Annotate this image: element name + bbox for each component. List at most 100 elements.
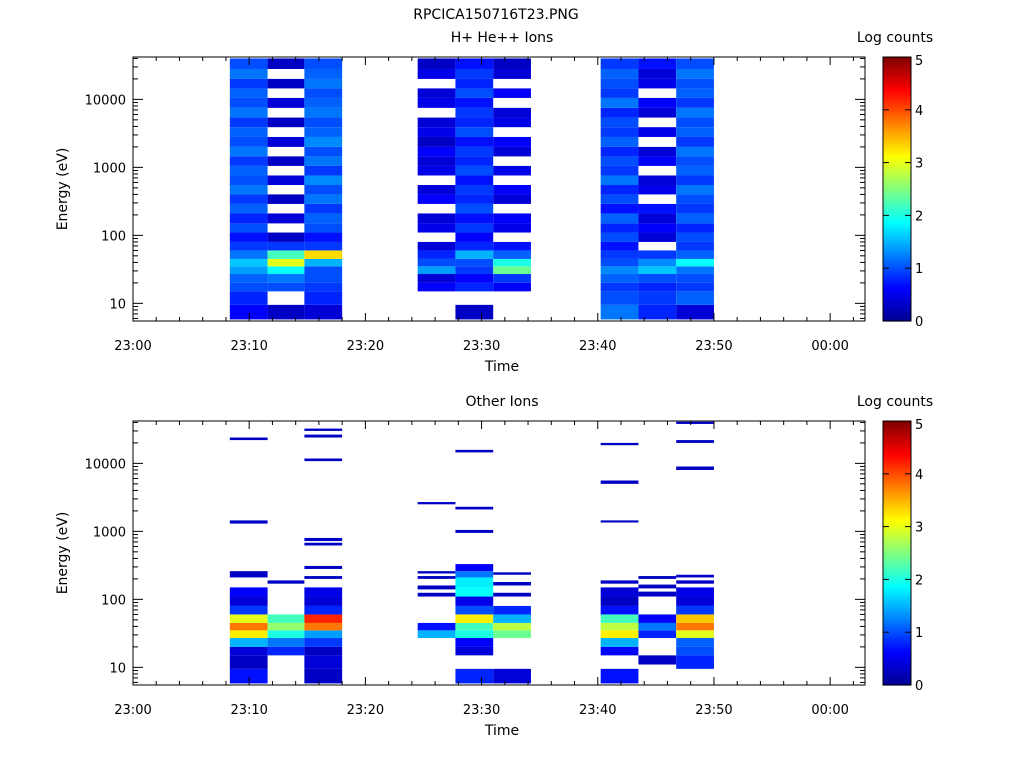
heatmap-cell <box>229 203 268 214</box>
heatmap-cell <box>304 156 343 166</box>
heatmap-cell <box>304 587 343 597</box>
heatmap-cell <box>676 213 714 224</box>
heatmap-cell <box>600 638 639 647</box>
colorbar-swatch <box>883 570 911 574</box>
heatmap-cell <box>493 136 531 147</box>
heatmap-cell <box>600 97 639 108</box>
heatmap-cell <box>417 266 456 275</box>
colorbar-tick-label: 1 <box>915 626 923 641</box>
heatmap-cell <box>638 68 677 79</box>
heatmap-cell <box>600 213 639 224</box>
colorbar-swatch <box>883 149 911 153</box>
colorbar-swatch <box>883 564 911 567</box>
colorbar-swatch <box>883 566 911 569</box>
colorbar-swatch <box>883 506 911 510</box>
heatmap-cell <box>676 97 714 108</box>
colorbar-swatch <box>883 480 911 484</box>
heatmap-cell <box>638 591 677 597</box>
heatmap-cell <box>455 258 494 267</box>
colorbar-swatch <box>883 123 911 126</box>
heatmap-cell <box>455 614 494 623</box>
heatmap-cell <box>455 117 494 128</box>
heatmap-cell <box>267 304 305 320</box>
colorbar-swatch <box>883 92 911 95</box>
heatmap-cell <box>676 282 714 292</box>
heatmap-cell <box>229 520 268 524</box>
heatmap-cell <box>638 274 677 283</box>
colorbar-swatch <box>883 542 911 545</box>
heatmap-cell <box>455 165 494 176</box>
heatmap-cell <box>600 605 639 615</box>
colorbar-swatch <box>883 175 911 179</box>
heatmap-cell <box>455 630 494 639</box>
colorbar-swatch <box>883 285 911 289</box>
heatmap-cell <box>493 266 531 275</box>
colorbar-swatch <box>883 160 911 164</box>
heatmap-cell <box>267 250 305 259</box>
heatmap-cell <box>455 646 494 656</box>
heatmap-cell <box>600 185 639 195</box>
heatmap-cell <box>455 274 494 283</box>
heatmap-cell <box>676 68 714 79</box>
colorbar-swatch <box>883 246 911 249</box>
colorbar-swatch <box>883 469 911 473</box>
heatmap-cell <box>676 580 714 584</box>
heatmap-cell <box>455 213 494 224</box>
colorbar-swatch <box>883 476 911 479</box>
heatmap-cell <box>493 213 531 224</box>
heatmap-cell <box>304 638 343 647</box>
heatmap-cell <box>676 136 714 147</box>
colorbar-swatch <box>883 548 911 552</box>
colorbar-swatch <box>883 230 911 234</box>
colorbar-swatch <box>883 96 911 100</box>
colorbar-swatch <box>883 145 911 148</box>
colorbar-swatch <box>883 660 911 664</box>
colorbar-swatch <box>883 526 911 530</box>
colorbar-swatch <box>883 272 911 276</box>
colorbar-swatch <box>883 546 911 550</box>
heatmap-cell <box>600 646 639 656</box>
heatmap-cell <box>417 88 456 98</box>
heatmap-cell <box>455 127 494 137</box>
heatmap-cell <box>676 203 714 214</box>
heatmap-cell <box>417 68 456 79</box>
colorbar-swatch <box>883 531 911 534</box>
colorbar-swatch <box>883 266 911 269</box>
colorbar-swatch <box>883 605 911 609</box>
heatmap-cell <box>455 146 494 157</box>
colorbar-swatch <box>883 244 911 247</box>
heatmap-cell <box>267 78 305 89</box>
panel-other-ions: 23:00 23:10 23:20 23:30 23:40 23:50 00:0010100… <box>55 394 933 739</box>
heatmap-cell <box>638 282 677 292</box>
colorbar-swatch <box>883 224 911 227</box>
heatmap-cell <box>267 213 305 224</box>
colorbar-swatch <box>883 222 911 225</box>
colorbar-swatch <box>883 443 911 446</box>
colorbar-frame <box>882 56 912 322</box>
heatmap-cell <box>600 587 639 597</box>
colorbar-swatch <box>883 608 911 611</box>
heatmap-cell <box>493 572 531 575</box>
y-tick-label: 1000 <box>93 525 126 540</box>
heatmap-cell <box>229 165 268 176</box>
colorbar-swatch <box>883 228 911 232</box>
heatmap-cell <box>229 630 268 639</box>
colorbar-swatch <box>883 125 911 128</box>
heatmap-cell <box>304 458 343 462</box>
heatmap-cell <box>229 258 268 267</box>
colorbar-swatch <box>883 500 911 503</box>
heatmap-cell <box>493 250 531 259</box>
heatmap-cell <box>638 258 677 267</box>
heatmap-cell <box>600 291 639 305</box>
heatmap-cell <box>267 630 305 639</box>
heatmap-cell <box>304 213 343 224</box>
heatmap-cell <box>600 596 639 606</box>
colorbar-swatch <box>883 213 911 216</box>
heatmap-cell <box>676 250 714 259</box>
heatmap-cell <box>417 185 456 195</box>
heatmap-cell <box>417 117 456 128</box>
colorbar-swatch <box>883 493 911 497</box>
colorbar-swatch <box>883 524 911 528</box>
colorbar-swatch <box>883 482 911 486</box>
colorbar-swatch <box>883 307 911 311</box>
